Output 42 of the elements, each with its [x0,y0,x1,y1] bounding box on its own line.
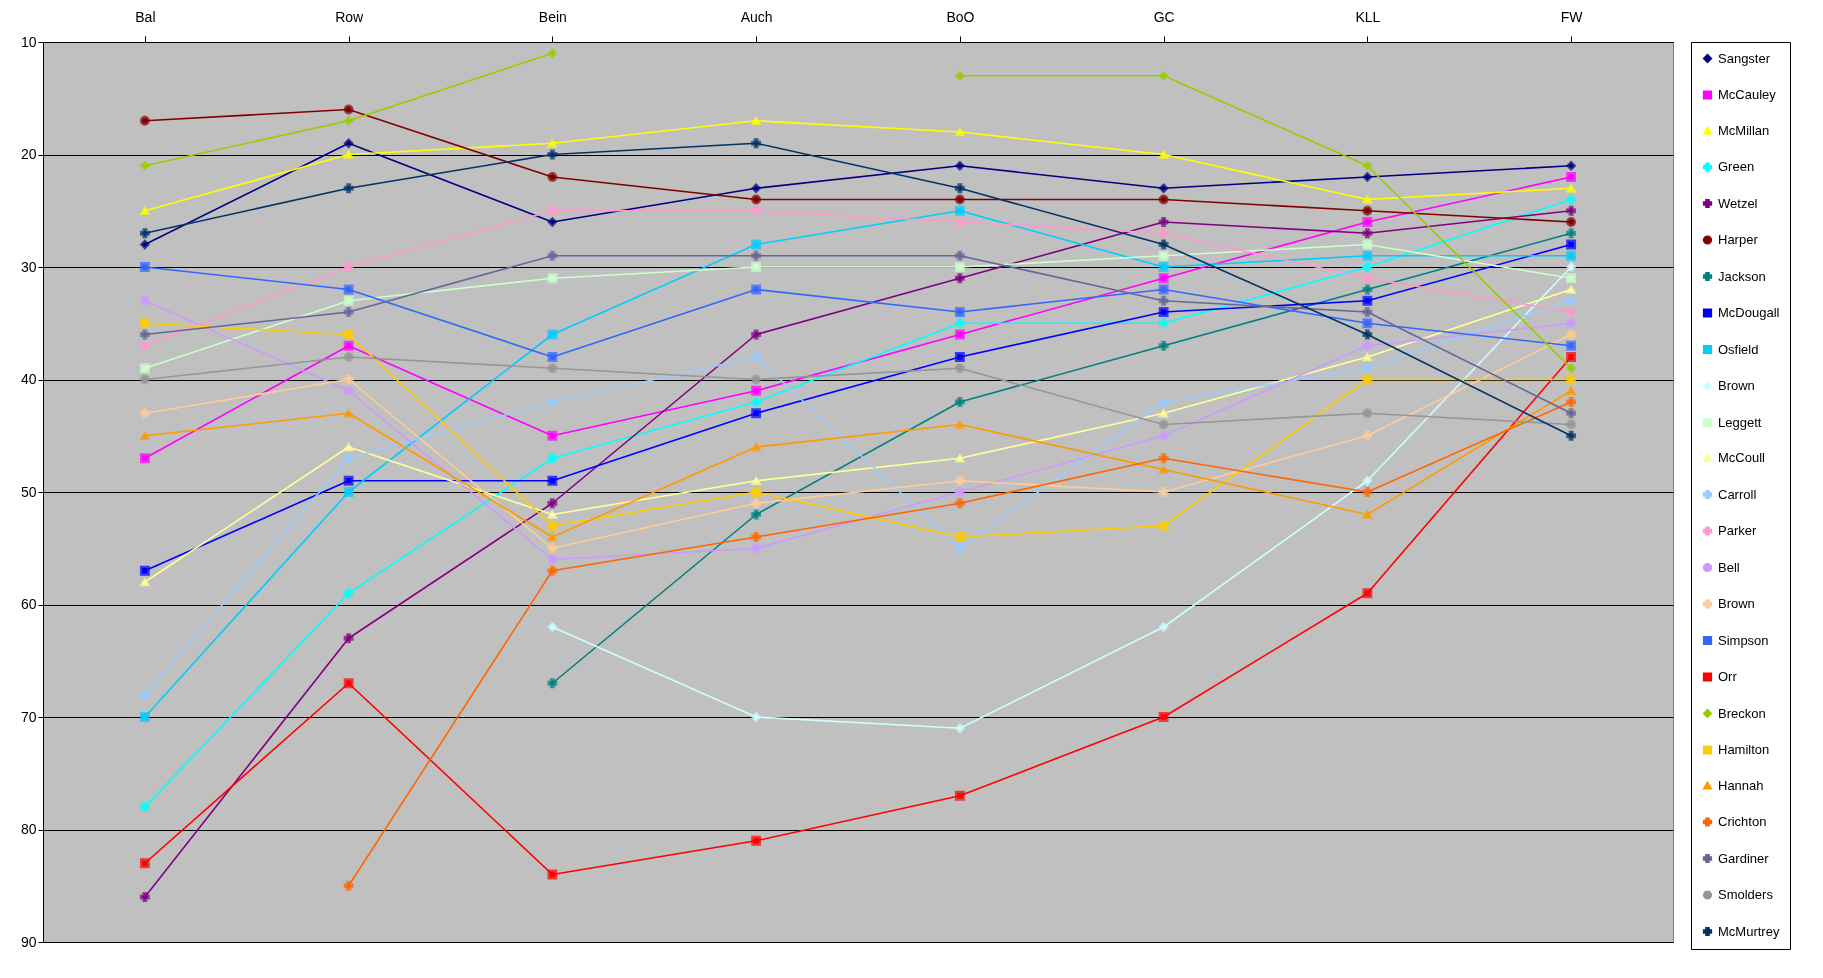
legend-label: McMurtrey [1718,923,1780,939]
x-tick-label: KLL [1355,8,1381,25]
y-tick-label: 20 [20,146,37,162]
legend-label: McDougall [1718,305,1780,320]
x-tick-label: Bein [538,8,567,25]
legend-label: Crichton [1718,814,1767,829]
legend-label: Hannah [1718,777,1764,793]
legend-label: Carroll [1718,486,1757,502]
legend-label: Wetzel [1718,195,1758,211]
y-tick-label: 10 [20,33,37,50]
y-tick-label: 80 [20,821,37,837]
legend-label: Jackson [1718,268,1766,284]
legend-label: McCauley [1718,87,1777,102]
legend-label: McMillan [1718,122,1770,138]
x-tick-label: Auch [740,8,773,25]
y-tick-label: 30 [20,258,37,275]
legend-label: Hamilton [1718,742,1770,757]
x-tick-label: Row [335,8,365,25]
x-tick-label: FW [1560,8,1584,25]
y-tick-label: 40 [20,371,37,387]
y-tick-label: 70 [20,708,37,725]
legend-label: Breckon [1718,705,1766,721]
x-tick-label: BoO [946,8,975,25]
legend-label: Bell [1718,559,1740,575]
x-tick-label: Bal [135,8,156,25]
legend-label: Leggett [1718,414,1762,430]
x-tick-label: GC [1153,8,1175,25]
legend-label: Osfield [1718,341,1759,357]
legend-label: Smolders [1718,887,1774,902]
legend-label: Simpson [1718,632,1769,648]
y-tick-label: 50 [20,483,37,500]
legend-label: Parker [1718,523,1757,538]
y-tick-label: 60 [20,596,37,612]
legend-label: Sangster [1718,50,1771,66]
legend-label: Brown [1718,378,1755,393]
legend-label: Orr [1718,669,1738,684]
legend-label: Harper [1718,232,1759,247]
legend-label: Green [1718,159,1755,174]
legend-label: Gardiner [1718,850,1770,866]
legend-label: McCoull [1718,450,1766,465]
y-tick-label: 90 [20,933,37,950]
legend-label: Brown [1718,596,1755,611]
